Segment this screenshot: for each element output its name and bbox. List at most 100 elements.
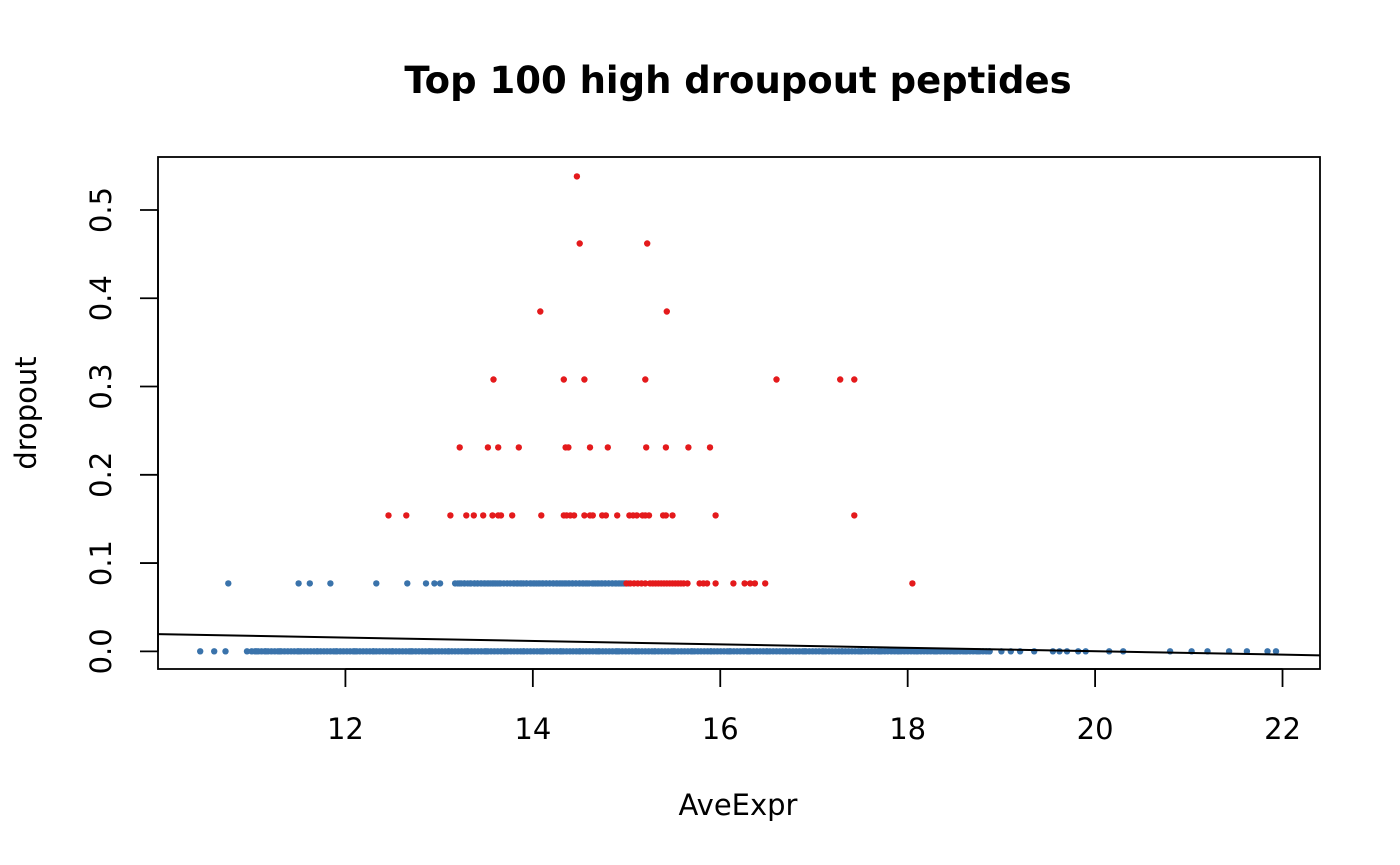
- high-dropout-point: [604, 444, 611, 451]
- low-dropout-point: [707, 648, 715, 655]
- low-dropout-point: [1264, 648, 1271, 655]
- high-dropout-point: [573, 173, 581, 180]
- high-dropout-point: [662, 444, 670, 451]
- low-dropout-point: [913, 648, 921, 655]
- high-dropout-point: [684, 580, 691, 587]
- high-dropout-point: [589, 512, 596, 519]
- low-dropout-point: [295, 580, 302, 587]
- low-dropout-point: [632, 648, 640, 655]
- low-dropout-point: [306, 580, 313, 587]
- x-tick-label: 20: [1077, 712, 1114, 746]
- low-dropout-point: [1272, 648, 1280, 655]
- x-axis: 12 14 16 18 20 22: [327, 668, 1301, 746]
- low-dropout-point: [876, 648, 883, 655]
- high-dropout-point: [643, 444, 650, 451]
- high-dropout-point: [712, 512, 719, 519]
- low-dropout-point: [951, 648, 958, 655]
- high-dropout-point: [385, 512, 392, 519]
- low-dropout-point: [895, 648, 902, 655]
- high-dropout-point: [644, 240, 651, 247]
- low-dropout-point: [253, 648, 260, 655]
- low-dropout-point: [422, 580, 430, 587]
- low-dropout-point: [461, 580, 468, 587]
- low-dropout-point: [445, 648, 452, 655]
- low-dropout-point: [351, 648, 358, 655]
- high-dropout-point: [706, 444, 714, 451]
- y-tick-label: 0.5: [84, 187, 118, 233]
- low-dropout-point: [327, 580, 334, 587]
- low-dropout-point: [518, 580, 525, 587]
- low-dropout-point: [495, 580, 503, 587]
- high-dropout-point: [497, 512, 505, 519]
- low-dropout-point: [431, 580, 438, 587]
- high-dropout-point: [642, 376, 649, 383]
- high-dropout-point: [463, 512, 470, 519]
- low-dropout-point: [539, 648, 546, 655]
- low-dropout-point: [523, 580, 530, 587]
- high-dropout-point: [509, 512, 516, 519]
- high-dropout-point: [586, 444, 594, 451]
- low-dropout-point: [520, 648, 527, 655]
- high-dropout-point: [645, 512, 653, 519]
- low-dropout-point: [456, 580, 463, 587]
- low-dropout-point: [243, 648, 251, 655]
- y-axis-label: dropout: [9, 356, 43, 469]
- high-dropout-point: [489, 512, 496, 519]
- low-dropout-point: [225, 580, 232, 587]
- plot-frame: [157, 156, 1321, 670]
- high-dropout-point: [747, 580, 754, 587]
- low-dropout-point: [451, 580, 459, 587]
- high-dropout-point: [576, 240, 583, 247]
- high-dropout-point: [403, 512, 410, 519]
- low-dropout-point: [1031, 648, 1038, 655]
- low-dropout-point: [932, 648, 939, 655]
- low-dropout-point: [436, 580, 444, 587]
- low-dropout-point: [801, 648, 808, 655]
- high-dropout-point: [614, 512, 621, 519]
- high-dropout-point: [495, 444, 502, 451]
- high-dropout-point: [570, 512, 578, 519]
- high-dropout-point: [565, 444, 572, 451]
- high-dropout-point: [851, 376, 858, 383]
- chart-title: Top 100 high droupout peptides: [404, 59, 1071, 102]
- low-dropout-point: [820, 648, 827, 655]
- high-dropout-point: [662, 512, 670, 519]
- x-tick-label: 22: [1264, 712, 1301, 746]
- high-dropout-point: [581, 512, 588, 519]
- trend-line: [158, 633, 1320, 657]
- low-dropout-point: [576, 648, 583, 655]
- low-dropout-point: [373, 580, 380, 587]
- high-dropout-point: [851, 512, 858, 519]
- low-dropout-point: [332, 648, 340, 655]
- high-dropout-point: [515, 444, 522, 451]
- y-tick-label: 0.4: [84, 275, 118, 321]
- low-dropout-point: [782, 648, 790, 655]
- high-dropout-point: [560, 376, 567, 383]
- low-dropout-point: [276, 648, 283, 655]
- low-dropout-point: [466, 580, 474, 587]
- low-dropout-point: [262, 648, 269, 655]
- high-dropout-point: [669, 512, 676, 519]
- low-dropout-point: [651, 648, 658, 655]
- high-dropout-point: [730, 580, 737, 587]
- high-dropout-point: [602, 512, 610, 519]
- low-dropout-point: [670, 648, 677, 655]
- low-dropout-point: [211, 648, 218, 655]
- high-dropout-point: [470, 512, 477, 519]
- low-dropout-point: [295, 648, 302, 655]
- low-dropout-point: [314, 648, 321, 655]
- low-dropout-point: [614, 648, 621, 655]
- low-dropout-point: [688, 648, 696, 655]
- low-dropout-point: [482, 648, 490, 655]
- low-dropout-point: [584, 580, 591, 587]
- high-dropout-point: [712, 580, 719, 587]
- x-tick-label: 18: [889, 712, 926, 746]
- high-dropout-point: [909, 580, 916, 587]
- low-dropout-point: [404, 580, 411, 587]
- low-dropout-point: [595, 648, 602, 655]
- y-axis: 0.0 0.1 0.2 0.3 0.4 0.5: [84, 187, 159, 674]
- low-dropout-point: [857, 648, 864, 655]
- high-dropout-point: [456, 444, 463, 451]
- y-tick-label: 0.2: [84, 452, 118, 498]
